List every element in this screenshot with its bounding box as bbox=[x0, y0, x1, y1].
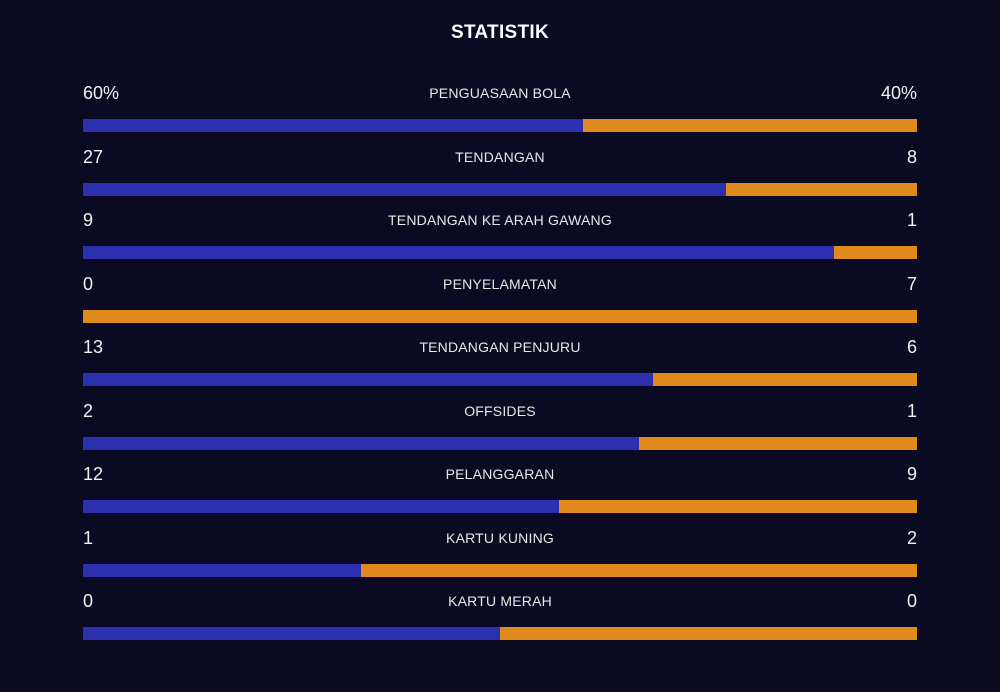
stat-label: PELANGGARAN bbox=[445, 466, 555, 482]
stat-label: PENGUASAAN BOLA bbox=[429, 85, 571, 101]
away-value: 7 bbox=[906, 273, 917, 294]
stat-bar bbox=[83, 246, 917, 259]
stat-bar bbox=[83, 119, 917, 132]
away-bar bbox=[583, 119, 917, 132]
home-bar bbox=[83, 373, 654, 386]
away-bar bbox=[83, 309, 917, 323]
page-title: STATISTIK bbox=[450, 22, 550, 43]
away-value: 1 bbox=[906, 210, 917, 230]
away-bar bbox=[360, 563, 917, 577]
home-value: 60% bbox=[83, 83, 120, 103]
stat-bar bbox=[83, 436, 917, 450]
away-value: 0 bbox=[906, 591, 917, 611]
stat-label: KARTU MERAH bbox=[448, 593, 552, 609]
stat-row-offsides: 2 OFFSIDES 1 bbox=[83, 398, 917, 462]
stat-label: OFFSIDES bbox=[464, 402, 536, 419]
home-value: 27 bbox=[83, 146, 104, 167]
stat-bar bbox=[83, 182, 917, 196]
stat-row-kartu-kuning: 1 KARTU KUNING 2 bbox=[83, 525, 917, 589]
home-bar bbox=[83, 500, 560, 513]
stat-bar bbox=[83, 373, 917, 386]
away-bar bbox=[559, 500, 917, 513]
stat-label: PENYELAMATAN bbox=[443, 275, 557, 292]
away-bar bbox=[726, 182, 917, 196]
stat-row-tendangan-ke-arah-gawang: 9 TENDANGAN KE ARAH GAWANG 1 bbox=[83, 207, 917, 271]
home-value: 0 bbox=[83, 273, 94, 294]
home-bar bbox=[83, 436, 640, 450]
away-value: 40% bbox=[880, 83, 917, 103]
home-value: 1 bbox=[83, 527, 94, 548]
away-bar bbox=[500, 627, 917, 640]
away-bar bbox=[639, 436, 917, 450]
away-value: 8 bbox=[906, 146, 917, 167]
away-value: 9 bbox=[906, 464, 917, 484]
stat-label: TENDANGAN bbox=[455, 148, 545, 165]
home-bar bbox=[83, 627, 500, 640]
stat-row-pelanggaran: 12 PELANGGARAN 9 bbox=[83, 461, 917, 525]
away-value: 2 bbox=[906, 527, 917, 548]
stat-row-penguasaan-bola: 60% PENGUASAAN BOLA 40% bbox=[83, 80, 917, 144]
away-value: 1 bbox=[906, 400, 917, 421]
away-bar bbox=[833, 246, 917, 259]
home-value: 13 bbox=[83, 337, 104, 357]
stat-row-tendangan-penjuru: 13 TENDANGAN PENJURU 6 bbox=[83, 334, 917, 398]
away-bar bbox=[653, 373, 917, 386]
stat-label: KARTU KUNING bbox=[446, 529, 554, 546]
stat-bar bbox=[83, 563, 917, 577]
stat-row-kartu-merah: 0 KARTU MERAH 0 bbox=[83, 588, 917, 652]
stat-bar bbox=[83, 309, 917, 323]
home-bar bbox=[83, 182, 726, 196]
stat-row-penyelamatan: 0 PENYELAMATAN 7 bbox=[83, 271, 917, 335]
home-value: 9 bbox=[83, 210, 94, 230]
stat-label: TENDANGAN PENJURU bbox=[419, 339, 581, 355]
home-bar bbox=[83, 119, 584, 132]
stats-list: 60% PENGUASAAN BOLA 40% 27 TENDANGAN 8 9… bbox=[83, 80, 917, 652]
home-bar bbox=[83, 246, 834, 259]
stat-bar bbox=[83, 627, 917, 640]
home-value: 12 bbox=[83, 464, 104, 484]
home-value: 2 bbox=[83, 400, 94, 421]
away-value: 6 bbox=[906, 337, 917, 357]
home-bar bbox=[83, 563, 361, 577]
stat-row-tendangan: 27 TENDANGAN 8 bbox=[83, 144, 917, 208]
stat-bar bbox=[83, 500, 917, 513]
stat-label: TENDANGAN KE ARAH GAWANG bbox=[388, 212, 612, 228]
home-value: 0 bbox=[83, 591, 94, 611]
